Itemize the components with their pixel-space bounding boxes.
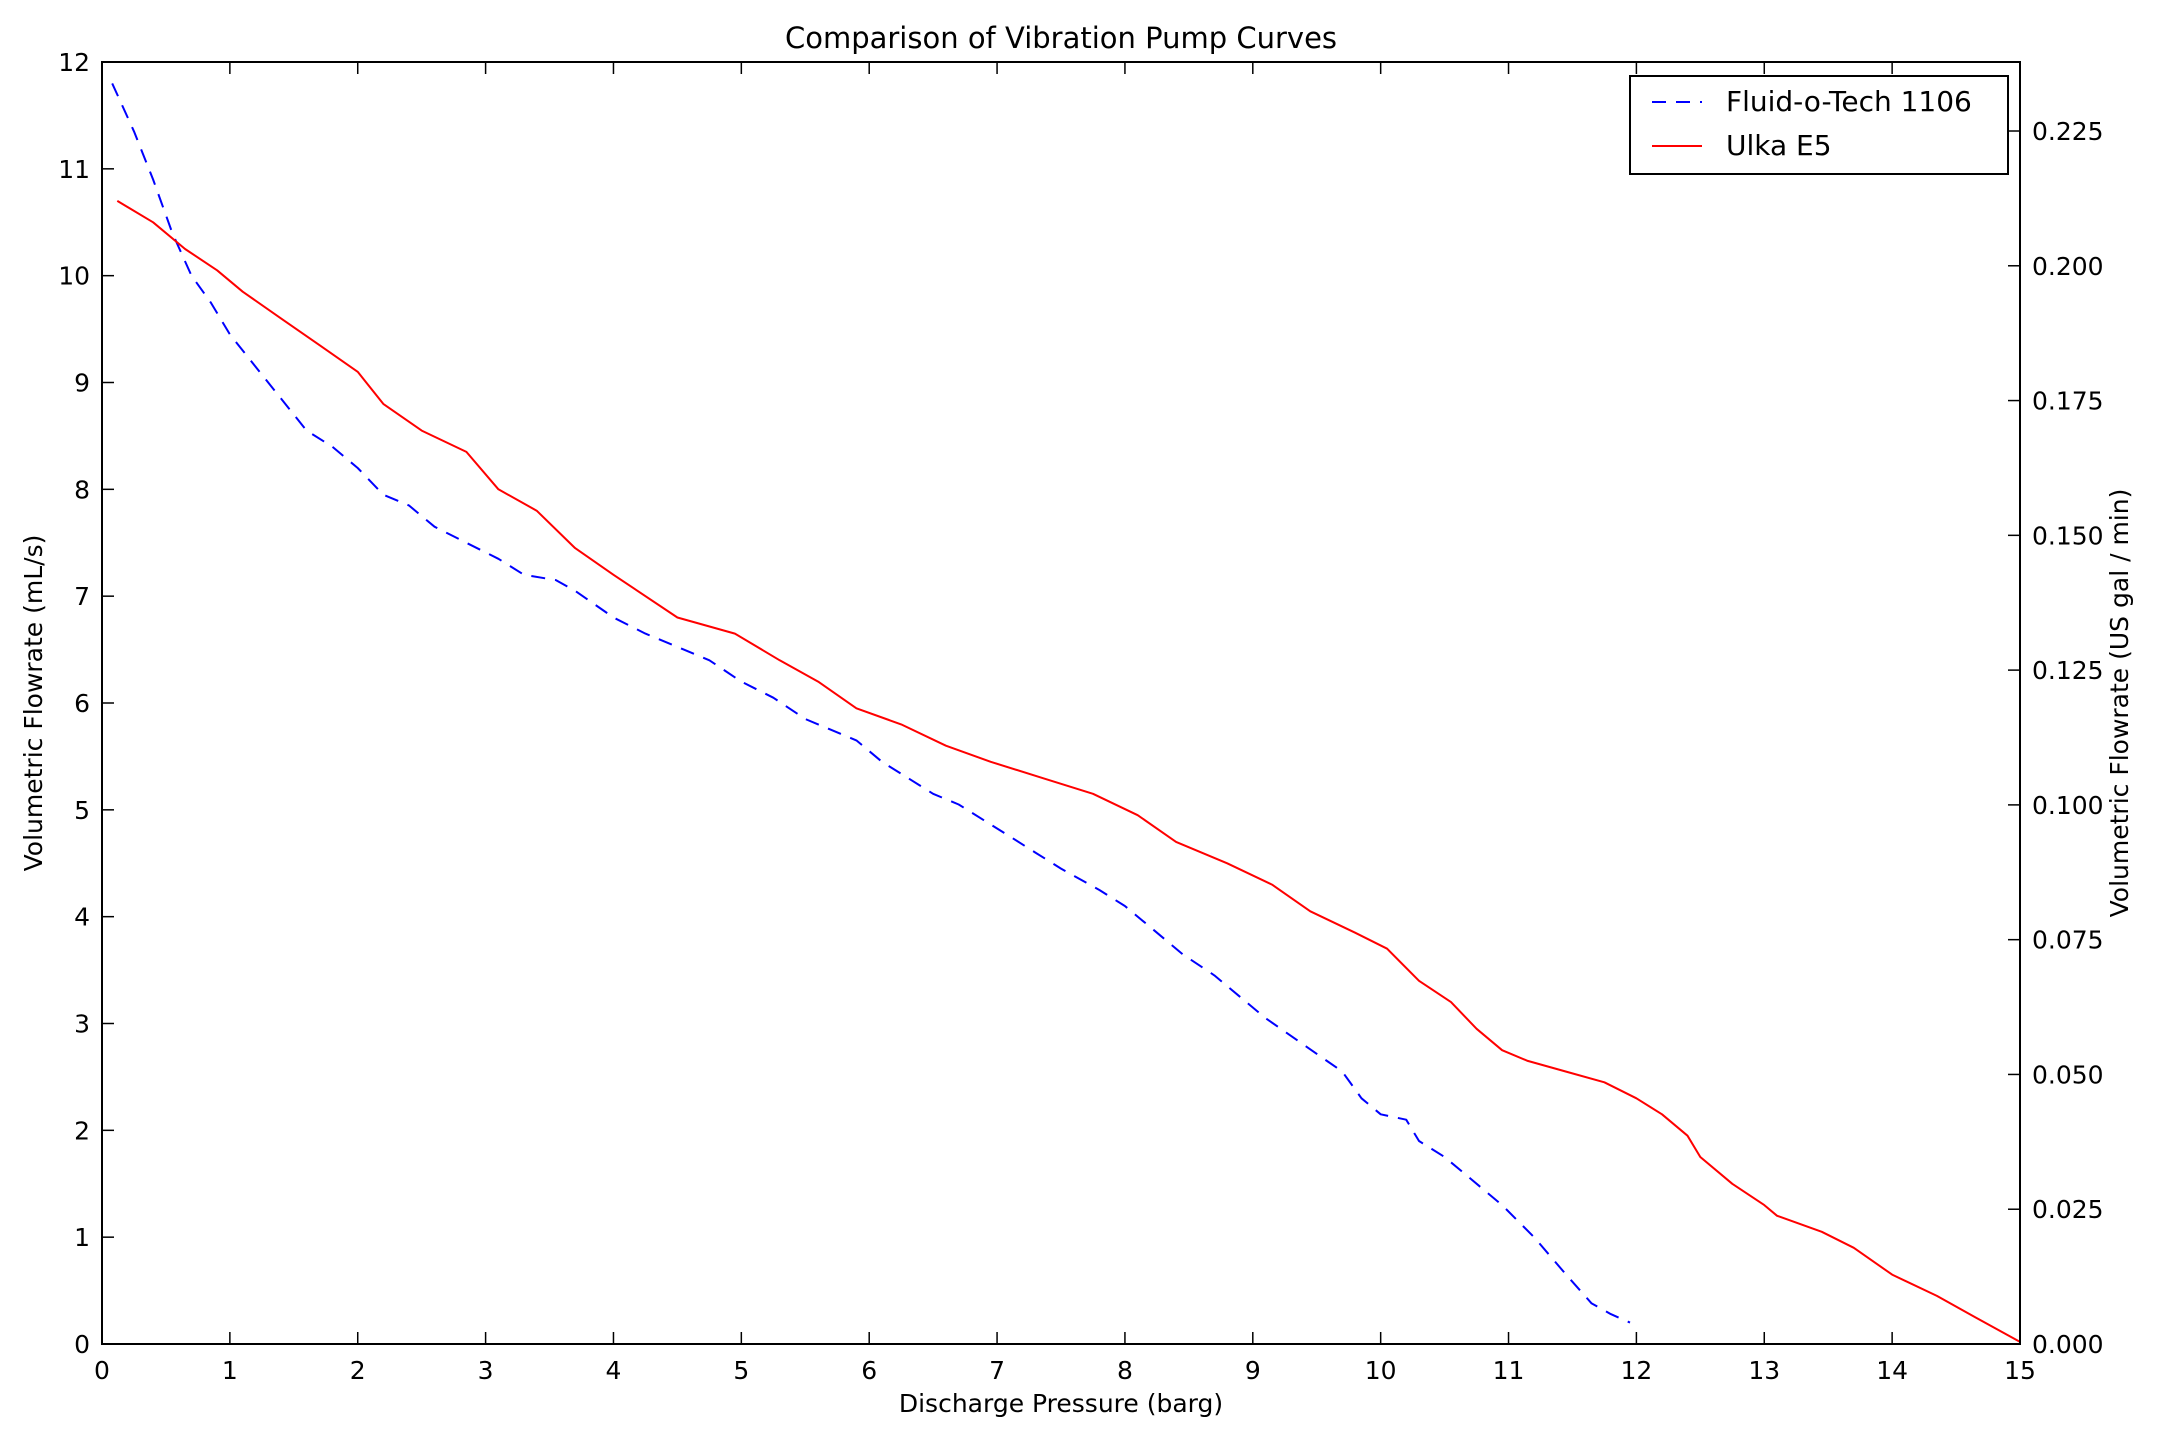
y-tick-label: 12	[58, 48, 90, 77]
x-tick-label: 13	[1748, 1356, 1780, 1385]
plot-area-frame	[101, 61, 2021, 1345]
y-right-tick-label: 0.150	[2032, 521, 2104, 550]
legend-box	[1629, 75, 2009, 175]
x-tick-label: 3	[478, 1356, 494, 1385]
legend-label-ulka: Ulka E5	[1726, 129, 1832, 162]
y-right-tick-label: 0.050	[2032, 1060, 2104, 1089]
x-tick-label: 6	[861, 1356, 877, 1385]
x-tick-label: 12	[1620, 1356, 1652, 1385]
y-axis-right-label: Volumetric Flowrate (US gal / min)	[2105, 489, 2134, 918]
y-tick-label: 2	[74, 1116, 90, 1145]
x-tick-label: 7	[989, 1356, 1005, 1385]
chart-title: Comparison of Vibration Pump Curves	[785, 21, 1337, 55]
legend-label-fluid-o-tech: Fluid-o-Tech 1106	[1726, 85, 1972, 118]
y-right-tick-label: 0.025	[2032, 1195, 2104, 1224]
y-right-tick-label: 0.100	[2032, 791, 2104, 820]
ticks-layer: 0 1 2 3 4 5 6 7 8 9 10 11 12 13 14 1501234567891011120.…	[58, 48, 2103, 1385]
x-tick-label: 10	[1365, 1356, 1397, 1385]
legend: Fluid-o-Tech 1106 Ulka E5	[1629, 75, 2009, 175]
x-tick-label: 4	[606, 1356, 622, 1385]
x-tick-label: 11	[1493, 1356, 1525, 1385]
y-right-tick-label: 0.000	[2032, 1330, 2104, 1359]
y-tick-label: 3	[74, 1010, 90, 1039]
x-tick-label: 5	[733, 1356, 749, 1385]
y-right-tick-label: 0.175	[2032, 387, 2104, 416]
y-tick-label: 1	[74, 1223, 90, 1252]
x-axis-label: Discharge Pressure (barg)	[899, 1389, 1223, 1418]
series-layer	[111, 82, 2021, 1343]
y-right-tick-label: 0.075	[2032, 926, 2104, 955]
y-tick-label: 6	[74, 689, 90, 718]
y-tick-label: 11	[58, 155, 90, 184]
x-tick-label: 14	[1876, 1356, 1908, 1385]
x-tick-label: 1	[222, 1356, 238, 1385]
y-tick-label: 10	[58, 262, 90, 291]
x-tick-label: 0	[94, 1356, 110, 1385]
x-tick-label: 2	[350, 1356, 366, 1385]
x-tick-label: 9	[1245, 1356, 1261, 1385]
y-tick-label: 9	[74, 369, 90, 398]
y-tick-label: 8	[74, 475, 90, 504]
y-tick-label: 4	[74, 903, 90, 932]
x-tick-label: 8	[1117, 1356, 1133, 1385]
y-right-tick-label: 0.125	[2032, 656, 2104, 685]
y-axis-label: Volumetric Flowrate (mL/s)	[19, 535, 48, 872]
y-right-tick-label: 0.200	[2032, 252, 2104, 281]
y-tick-label: 7	[74, 582, 90, 611]
series-line-ulka	[116, 200, 2021, 1343]
series-line-fluid-o-tech	[111, 82, 1631, 1324]
y-right-tick-label: 0.225	[2032, 117, 2104, 146]
y-tick-label: 0	[74, 1330, 90, 1359]
y-tick-label: 5	[74, 796, 90, 825]
x-tick-label: 15	[2004, 1356, 2036, 1385]
